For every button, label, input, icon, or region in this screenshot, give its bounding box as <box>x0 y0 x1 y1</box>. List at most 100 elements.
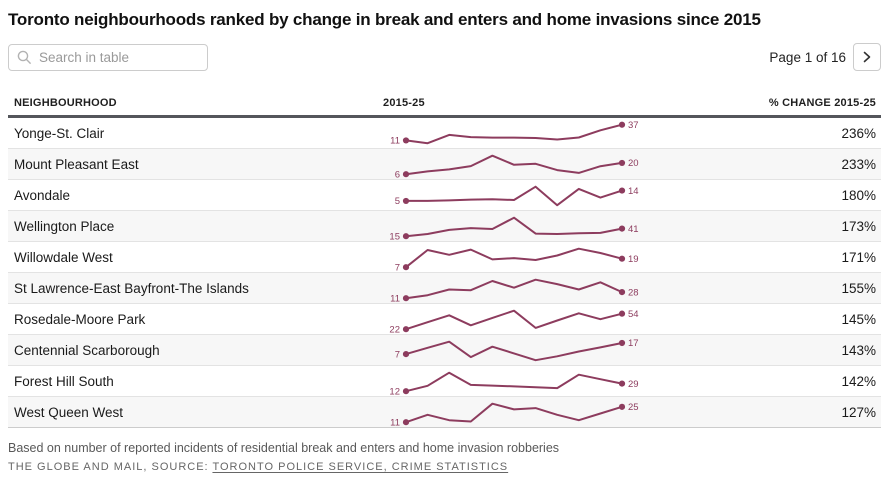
header-cell-pct-change: % CHANGE 2015-25 <box>768 97 876 109</box>
spark-dot <box>618 121 626 128</box>
pct-change-value: 155% <box>841 281 876 296</box>
data-table: NEIGHBOURHOOD 2015-25 % CHANGE 2015-25 Y… <box>8 91 881 428</box>
pct-change-value: 145% <box>841 312 876 327</box>
table-row: Forest Hill South 12 29 142% <box>8 366 881 397</box>
spark-end-value: 41 <box>628 224 639 235</box>
toolbar: Page 1 of 16 <box>8 43 881 71</box>
credit-prefix: THE GLOBE AND MAIL, SOURCE: <box>8 461 213 473</box>
table-body: Yonge-St. Clair 11 37 236% Mount Pleasant Ea… <box>8 118 881 428</box>
spark-dot <box>402 326 410 333</box>
sparkline: 12 29 <box>389 371 639 397</box>
neighbourhood-name: Mount Pleasant East <box>14 157 139 172</box>
table-row: West Queen West 11 25 127% <box>8 397 881 428</box>
pct-change-value: 236% <box>841 126 876 141</box>
footnote: Based on number of reported incidents of… <box>8 441 560 455</box>
search-input[interactable] <box>8 43 208 71</box>
spark-dot <box>402 419 410 426</box>
neighbourhood-name: Wellington Place <box>14 219 115 234</box>
spark-dot <box>402 197 410 205</box>
spark-end-value: 25 <box>628 402 639 413</box>
neighbourhood-name: Forest Hill South <box>14 374 114 389</box>
spark-dot <box>402 388 410 395</box>
spark-dot <box>618 310 626 317</box>
table-row: Avondale 5 14 180% <box>8 180 881 211</box>
spark-end-value: 17 <box>628 338 639 349</box>
sparkline: 7 17 <box>395 338 639 362</box>
spark-dot <box>618 288 626 296</box>
table-row: Wellington Place 15 41 173% <box>8 211 881 242</box>
spark-end-value: 20 <box>628 158 639 169</box>
spark-dot <box>618 380 626 387</box>
pct-change-value: 143% <box>841 343 876 358</box>
table-row: Yonge-St. Clair 11 37 236% <box>8 118 881 149</box>
page-indicator: Page 1 of 16 <box>769 49 846 65</box>
spark-end-value: 29 <box>628 379 639 390</box>
search-icon <box>17 50 32 64</box>
spark-start-value: 5 <box>395 196 400 207</box>
spark-dot <box>618 187 626 194</box>
neighbourhood-name: Yonge-St. Clair <box>14 126 105 141</box>
spark-end-value: 54 <box>628 309 639 320</box>
neighbourhood-name: West Queen West <box>14 405 124 420</box>
spark-dot <box>402 264 410 271</box>
spark-start-value: 11 <box>390 136 400 147</box>
search-box <box>8 43 208 71</box>
spark-dot <box>402 137 410 144</box>
spark-dot <box>402 233 410 240</box>
spark-dot <box>618 339 626 347</box>
pct-change-value: 173% <box>841 219 876 234</box>
pct-change-value: 127% <box>841 405 876 420</box>
neighbourhood-name: Avondale <box>14 188 71 203</box>
credit-line: THE GLOBE AND MAIL, SOURCE: TORONTO POLI… <box>8 461 881 473</box>
sparkline: 22 54 <box>389 309 639 335</box>
sparkline: 6 20 <box>395 154 639 180</box>
spark-dot <box>402 350 410 358</box>
header-cell-neighbourhood: NEIGHBOURHOOD <box>14 97 117 109</box>
sparkline: 5 14 <box>395 185 639 207</box>
table-row: Centennial Scarborough 7 17 143% <box>8 335 881 366</box>
neighbourhood-name: Willowdale West <box>14 250 113 265</box>
neighbourhood-name: Centennial Scarborough <box>14 343 160 358</box>
spark-dot <box>618 255 626 262</box>
spark-end-value: 37 <box>628 120 639 131</box>
source-link[interactable]: TORONTO POLICE SERVICE, CRIME STATISTICS <box>212 461 509 473</box>
table-row: St Lawrence-East Bayfront-The Islands 11 2… <box>8 273 881 304</box>
header-cell-trend: 2015-25 <box>383 97 425 109</box>
spark-start-value: 22 <box>389 324 400 335</box>
spark-dot <box>402 295 410 302</box>
pct-change-value: 142% <box>841 374 876 389</box>
spark-end-value: 19 <box>628 254 639 265</box>
chevron-right-icon <box>863 51 871 63</box>
spark-dot <box>618 225 626 232</box>
spark-dot <box>618 159 626 167</box>
spark-end-value: 14 <box>628 186 639 197</box>
page-title: Toronto neighbourhoods ranked by change … <box>8 10 761 29</box>
pct-change-value: 171% <box>841 250 876 265</box>
table-row: Rosedale-Moore Park 22 54 145% <box>8 304 881 335</box>
spark-start-value: 11 <box>390 417 400 428</box>
sparkline: 11 37 <box>390 120 639 147</box>
spark-start-value: 7 <box>395 262 400 273</box>
spark-end-value: 28 <box>628 287 639 298</box>
pct-change-value: 233% <box>841 157 876 172</box>
spark-dot <box>618 403 626 410</box>
spark-dot <box>402 171 410 178</box>
spark-start-value: 7 <box>395 349 400 360</box>
pagination: Page 1 of 16 <box>769 43 881 71</box>
neighbourhood-name: St Lawrence-East Bayfront-The Islands <box>14 281 249 296</box>
sparkline: 11 28 <box>390 278 639 304</box>
table-widget: Toronto neighbourhoods ranked by change … <box>8 10 881 473</box>
spark-start-value: 6 <box>395 169 400 180</box>
table-header: NEIGHBOURHOOD 2015-25 % CHANGE 2015-25 <box>8 91 881 118</box>
sparkline: 7 19 <box>395 247 639 273</box>
footer: Based on number of reported incidents of… <box>8 441 881 473</box>
next-page-button[interactable] <box>853 43 881 71</box>
neighbourhood-name: Rosedale-Moore Park <box>14 312 146 327</box>
table-row: Willowdale West 7 19 171% <box>8 242 881 273</box>
spark-start-value: 12 <box>389 386 400 397</box>
pct-change-value: 180% <box>841 188 876 203</box>
sparkline: 11 25 <box>390 402 639 428</box>
spark-start-value: 11 <box>390 293 400 304</box>
spark-start-value: 15 <box>389 231 400 242</box>
